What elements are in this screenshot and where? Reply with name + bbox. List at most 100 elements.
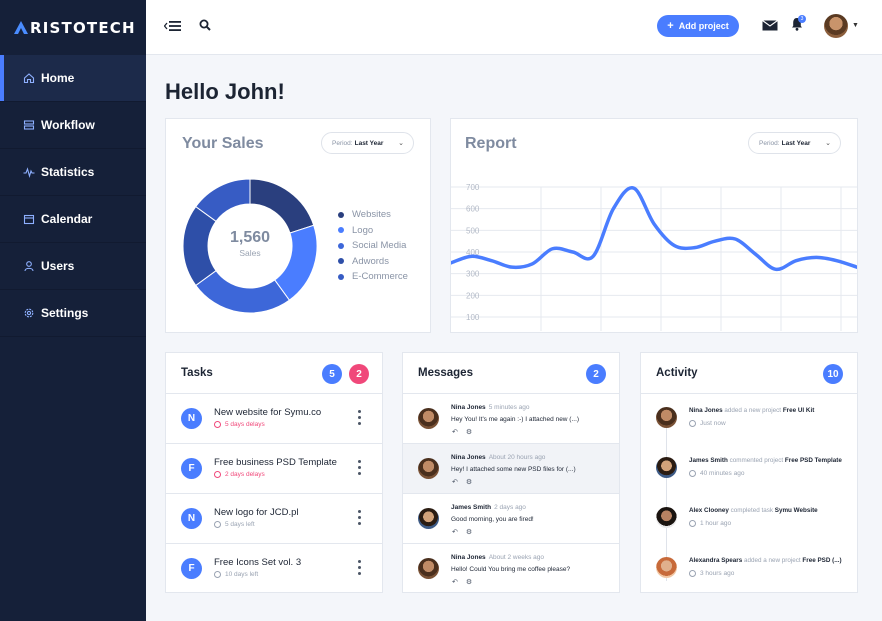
task-meta: 5 days left (214, 521, 255, 528)
clock-icon (689, 420, 696, 427)
gear-icon[interactable]: ⚙ (465, 529, 473, 536)
activity-count-badge: 10 (823, 364, 843, 384)
legend-item: Logo (338, 223, 408, 239)
sales-period-select[interactable]: Period: Last Year ⌄ (321, 132, 414, 154)
avatar (418, 508, 439, 529)
message-time: 2 days ago (494, 504, 526, 511)
task-meta-text: 5 days left (225, 521, 255, 528)
more-options-icon[interactable] (358, 510, 362, 528)
chevron-down-icon[interactable]: ▼ (852, 22, 859, 29)
message-preview: Good morning, you are fired! (451, 516, 534, 523)
task-meta-text: 10 days left (225, 571, 259, 578)
add-project-label: Add project (678, 21, 729, 31)
message-sender: Nina Jones 5 minutes ago (451, 404, 530, 411)
app-logo[interactable]: RISTOTECH (0, 0, 146, 55)
message-time: About 2 weeks ago (488, 554, 544, 561)
y-tick-label: 300 (466, 270, 480, 279)
gear-icon[interactable]: ⚙ (465, 479, 473, 486)
avatar (656, 407, 677, 428)
collapse-menu-icon[interactable] (164, 20, 182, 32)
app-name: RISTOTECH (30, 18, 136, 37)
message-actions: ↶ ⚙ (452, 528, 472, 536)
mail-icon[interactable] (762, 20, 778, 31)
reply-icon[interactable]: ↶ (452, 579, 458, 586)
message-actions: ↶ ⚙ (452, 428, 472, 436)
search-icon[interactable] (199, 19, 211, 31)
tasks-count-badge: 5 (322, 364, 342, 384)
tasks-title: Tasks (181, 367, 213, 379)
sidebar-item-settings[interactable]: Settings (0, 290, 146, 337)
sidebar-item-statistics[interactable]: Statistics (0, 149, 146, 196)
more-options-icon[interactable] (358, 560, 362, 578)
divider (403, 393, 619, 394)
activity-title: Activity (656, 367, 698, 379)
message-row[interactable]: Nina Jones About 2 weeks ago Hello! Could… (403, 544, 619, 594)
user-avatar[interactable] (824, 14, 848, 38)
activity-text: Nina Jones added a new project Free UI K… (689, 407, 815, 414)
period-prefix: Period: (759, 139, 780, 147)
donut-total: 1,560 (229, 229, 271, 246)
legend-label: Logo (352, 224, 374, 236)
reply-icon[interactable]: ↶ (452, 529, 458, 536)
reply-icon[interactable]: ↶ (452, 479, 458, 486)
messages-count-badge: 2 (586, 364, 606, 384)
legend-item: E-Commerce (338, 269, 408, 285)
sidebar-item-home[interactable]: Home (0, 55, 146, 102)
clock-icon (214, 471, 221, 478)
workflow-icon (23, 120, 35, 130)
sender-name: Nina Jones (451, 404, 486, 411)
clock-icon (214, 571, 221, 578)
donut-total-label: Sales (239, 248, 261, 258)
legend-label: Websites (352, 209, 391, 221)
sidebar: RISTOTECH Home Workflow Statistics Calen… (0, 0, 146, 621)
more-options-icon[interactable] (358, 460, 362, 478)
message-row[interactable]: James Smith 2 days ago Good morning, you … (403, 494, 619, 544)
task-title: Free business PSD Template (214, 457, 337, 468)
message-sender: James Smith 2 days ago (451, 504, 526, 511)
more-options-icon[interactable] (358, 410, 362, 428)
task-title: New website for Symu.co (214, 407, 322, 418)
tasks-overdue-badge: 2 (349, 364, 369, 384)
sidebar-item-users[interactable]: Users (0, 243, 146, 290)
avatar (418, 408, 439, 429)
sender-name: Nina Jones (451, 554, 486, 561)
sidebar-item-label: Settings (41, 306, 89, 320)
activity-item[interactable]: Nina Jones added a new project Free UI K… (641, 394, 857, 444)
avatar (418, 458, 439, 479)
add-project-button[interactable]: + Add project (657, 15, 739, 37)
activity-item[interactable]: Alex Clooney completed task Symu Website… (641, 494, 857, 544)
gear-icon[interactable]: ⚙ (465, 579, 473, 586)
gear-icon[interactable]: ⚙ (465, 429, 473, 436)
task-meta: 5 days delays (214, 421, 265, 428)
chevron-down-icon: ⌄ (825, 140, 831, 147)
reply-icon[interactable]: ↶ (452, 429, 458, 436)
report-period-select[interactable]: Period: Last Year ⌄ (748, 132, 841, 154)
sales-donut-chart (182, 178, 318, 314)
period-prefix: Period: (332, 139, 353, 147)
task-initial: F (181, 458, 202, 479)
clock-icon (689, 470, 696, 477)
activity-item[interactable]: Alexandra Spears added a new project Fre… (641, 544, 857, 594)
task-row[interactable]: F Free Icons Set vol. 3 10 days left (166, 544, 382, 594)
calendar-icon (23, 214, 35, 225)
activity-item[interactable]: James Smith commented project Free PSD T… (641, 444, 857, 494)
sales-legend: Websites Logo Social Media Adwords E-Com… (338, 207, 408, 285)
message-sender: Nina Jones About 2 weeks ago (451, 554, 544, 561)
donut-slice-social-media (195, 269, 291, 314)
task-row[interactable]: N New website for Symu.co 5 days delays (166, 394, 382, 444)
message-actions: ↶ ⚙ (452, 578, 472, 586)
notification-badge: 3 (798, 15, 806, 23)
task-row[interactable]: F Free business PSD Template 2 days dela… (166, 444, 382, 494)
sidebar-item-workflow[interactable]: Workflow (0, 102, 146, 149)
task-meta-text: 2 days delays (225, 471, 265, 478)
timeline-line (666, 411, 667, 581)
divider (166, 393, 382, 394)
message-row[interactable]: Nina Jones About 20 hours ago Hey! I atta… (403, 444, 619, 494)
task-meta: 2 days delays (214, 471, 265, 478)
task-row[interactable]: N New logo for JCD.pl 5 days left (166, 494, 382, 544)
activity-time: 3 hours ago (689, 570, 734, 577)
donut-slice-websites (249, 178, 315, 234)
message-row[interactable]: Nina Jones 5 minutes ago Hey You! It's me… (403, 394, 619, 444)
sidebar-item-calendar[interactable]: Calendar (0, 196, 146, 243)
activity-card: Activity 10 Nina Jones added a new proje… (640, 352, 858, 593)
